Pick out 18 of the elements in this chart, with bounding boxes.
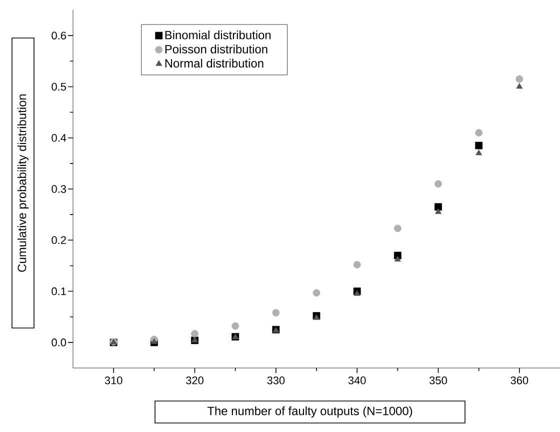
legend-label: Binomial distribution (165, 30, 271, 40)
x-tick-label: 310 (104, 376, 122, 384)
x-tick-label: 360 (510, 376, 528, 384)
y-tick-label: 0.0 (52, 338, 66, 346)
y-axis-title: Cumulative probability distribution (17, 94, 29, 272)
y-tick-label: 0.1 (52, 287, 66, 296)
x-tick-label: 340 (348, 376, 366, 384)
y-tick-label: 0.3 (52, 185, 66, 193)
y-tick-label: 0.4 (52, 134, 66, 142)
x-tick-label: 320 (186, 376, 204, 384)
x-tick-label: 350 (430, 376, 447, 384)
y-tick-label: 0.2 (52, 236, 66, 244)
legend-label: Normal distribution (165, 58, 264, 68)
y-tick-label: 0.5 (52, 82, 66, 91)
y-tick-label: 0.6 (52, 32, 66, 40)
x-tick-label: 330 (267, 376, 285, 384)
x-axis-title: The number of faulty outputs (N=1000) (207, 406, 412, 418)
legend-label: Poisson distribution (165, 44, 268, 54)
